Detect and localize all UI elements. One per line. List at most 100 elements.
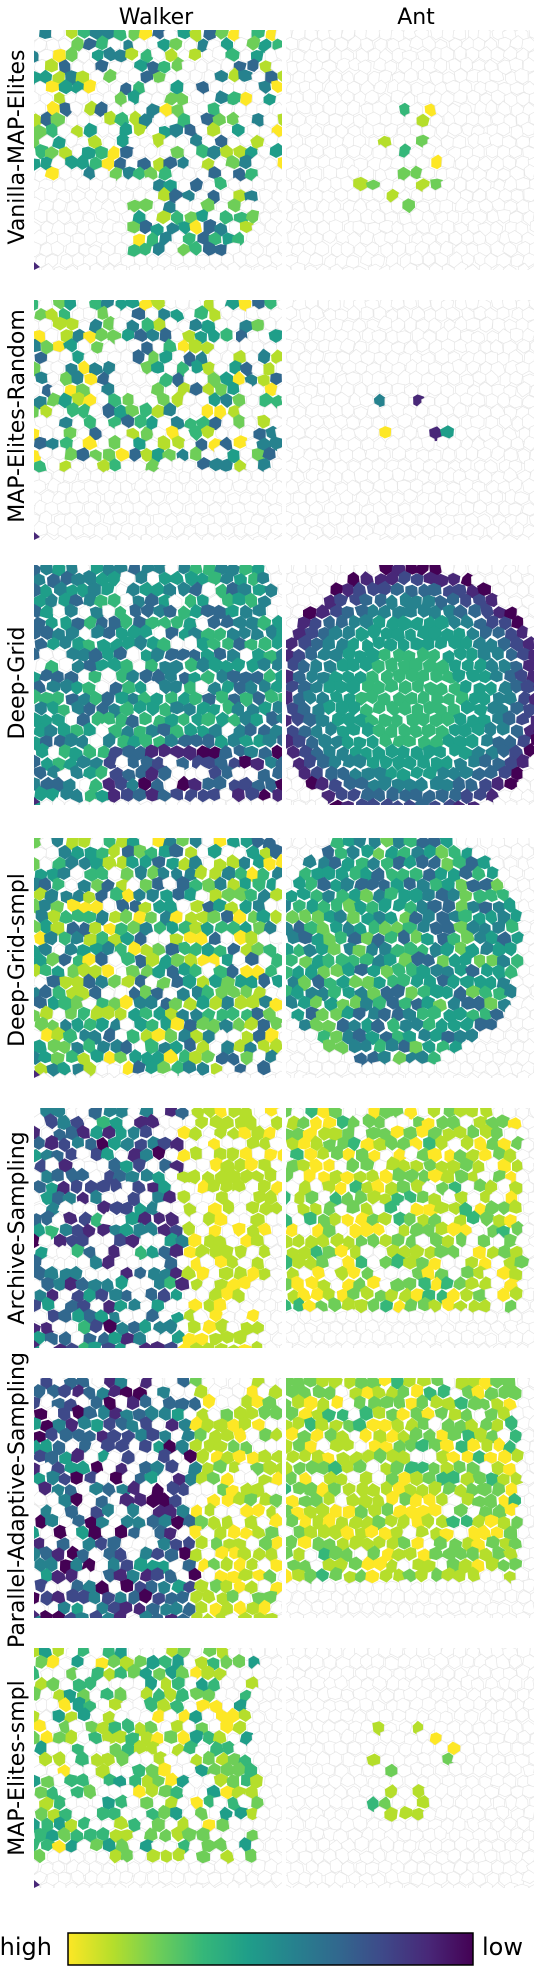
filled-cell [270, 678, 282, 693]
filled-cell [95, 145, 108, 160]
empty-cell [329, 469, 343, 484]
filled-cell [59, 102, 73, 118]
empty-cell [453, 261, 468, 270]
filled-cell [405, 668, 419, 683]
empty-cell [46, 477, 61, 493]
filled-cell [441, 920, 456, 935]
filled-cell [91, 878, 105, 893]
filled-cell [460, 635, 473, 651]
empty-cell [297, 501, 311, 518]
filled-cell [54, 581, 68, 597]
filled-cell [34, 436, 48, 451]
filled-cell [530, 715, 534, 728]
filled-cell [252, 854, 265, 869]
filled-cell [530, 733, 534, 746]
filled-cell [233, 681, 248, 695]
empty-cell [496, 392, 511, 409]
filled-cell [251, 448, 266, 462]
filled-cell [247, 1266, 260, 1282]
empty-cell [290, 534, 305, 540]
filled-cell [195, 931, 208, 947]
filled-cell [448, 572, 461, 587]
filled-cell [234, 866, 248, 881]
filled-cell [152, 132, 166, 148]
filled-cell [443, 798, 457, 805]
filled-cell [346, 845, 360, 861]
filled-cell [229, 360, 242, 375]
filled-cell [132, 1331, 147, 1346]
filled-cell [398, 1039, 411, 1053]
empty-cell [459, 1114, 475, 1130]
filled-cell [458, 952, 473, 966]
filled-cell [188, 1126, 202, 1142]
filled-cell [264, 688, 279, 704]
filled-cell [188, 48, 202, 61]
filled-cell [238, 1344, 252, 1348]
filled-cell [416, 625, 430, 640]
filled-cell [276, 625, 282, 639]
filled-cell [178, 565, 191, 575]
filled-cell [34, 930, 48, 946]
filled-cell [58, 79, 73, 95]
empty-cell [379, 535, 393, 540]
filled-cell [88, 1341, 102, 1348]
filled-cell [286, 994, 298, 1009]
filled-cell [292, 1233, 305, 1248]
filled-cell [213, 1297, 227, 1312]
empty-cell [359, 143, 373, 159]
filled-cell [152, 964, 166, 979]
empty-cell [125, 645, 140, 662]
empty-cell [447, 122, 462, 137]
empty-cell [485, 393, 499, 408]
filled-cell [345, 723, 361, 736]
filled-cell [53, 1233, 68, 1249]
filled-cell [440, 425, 454, 440]
empty-cell [529, 514, 534, 527]
filled-cell [181, 1265, 196, 1281]
filled-cell [440, 1169, 455, 1184]
filled-cell [299, 908, 312, 924]
filled-cell [34, 158, 41, 171]
filled-cell [233, 1427, 247, 1444]
filled-cell [189, 963, 202, 978]
empty-cell [453, 89, 468, 104]
filled-cell [265, 70, 278, 84]
empty-cell [286, 423, 295, 439]
filled-cell [337, 1136, 350, 1150]
filled-cell [439, 838, 453, 849]
filled-cell [196, 701, 211, 716]
filled-cell [297, 658, 310, 674]
filled-cell [72, 636, 86, 652]
filled-cell [251, 941, 264, 956]
filled-cell [347, 658, 360, 673]
filled-cell [479, 1211, 494, 1227]
filled-cell [212, 944, 227, 958]
filled-cell [392, 1167, 406, 1182]
filled-cell [311, 954, 326, 970]
empty-cell [231, 1136, 247, 1150]
empty-cell [529, 384, 534, 398]
empty-cell [504, 799, 518, 805]
filled-cell [292, 875, 307, 890]
filled-cell [484, 681, 497, 696]
filled-cell [158, 679, 172, 695]
filled-cell [168, 843, 184, 858]
filled-cell [195, 209, 210, 223]
empty-cell [502, 241, 518, 258]
filled-cell [82, 1223, 96, 1239]
filled-cell [460, 929, 475, 945]
filled-cell [303, 1211, 317, 1226]
filled-cell [138, 1439, 152, 1455]
filled-cell [95, 951, 108, 967]
empty-cell [309, 79, 324, 94]
empty-cell [77, 467, 93, 482]
filled-cell [120, 613, 133, 630]
empty-cell [119, 571, 136, 586]
filled-cell [169, 910, 183, 924]
filled-cell [386, 1156, 400, 1171]
filled-cell [240, 91, 253, 107]
empty-cell [89, 262, 104, 270]
filled-cell [239, 755, 251, 769]
empty-cell [366, 403, 380, 419]
empty-cell [510, 189, 524, 203]
